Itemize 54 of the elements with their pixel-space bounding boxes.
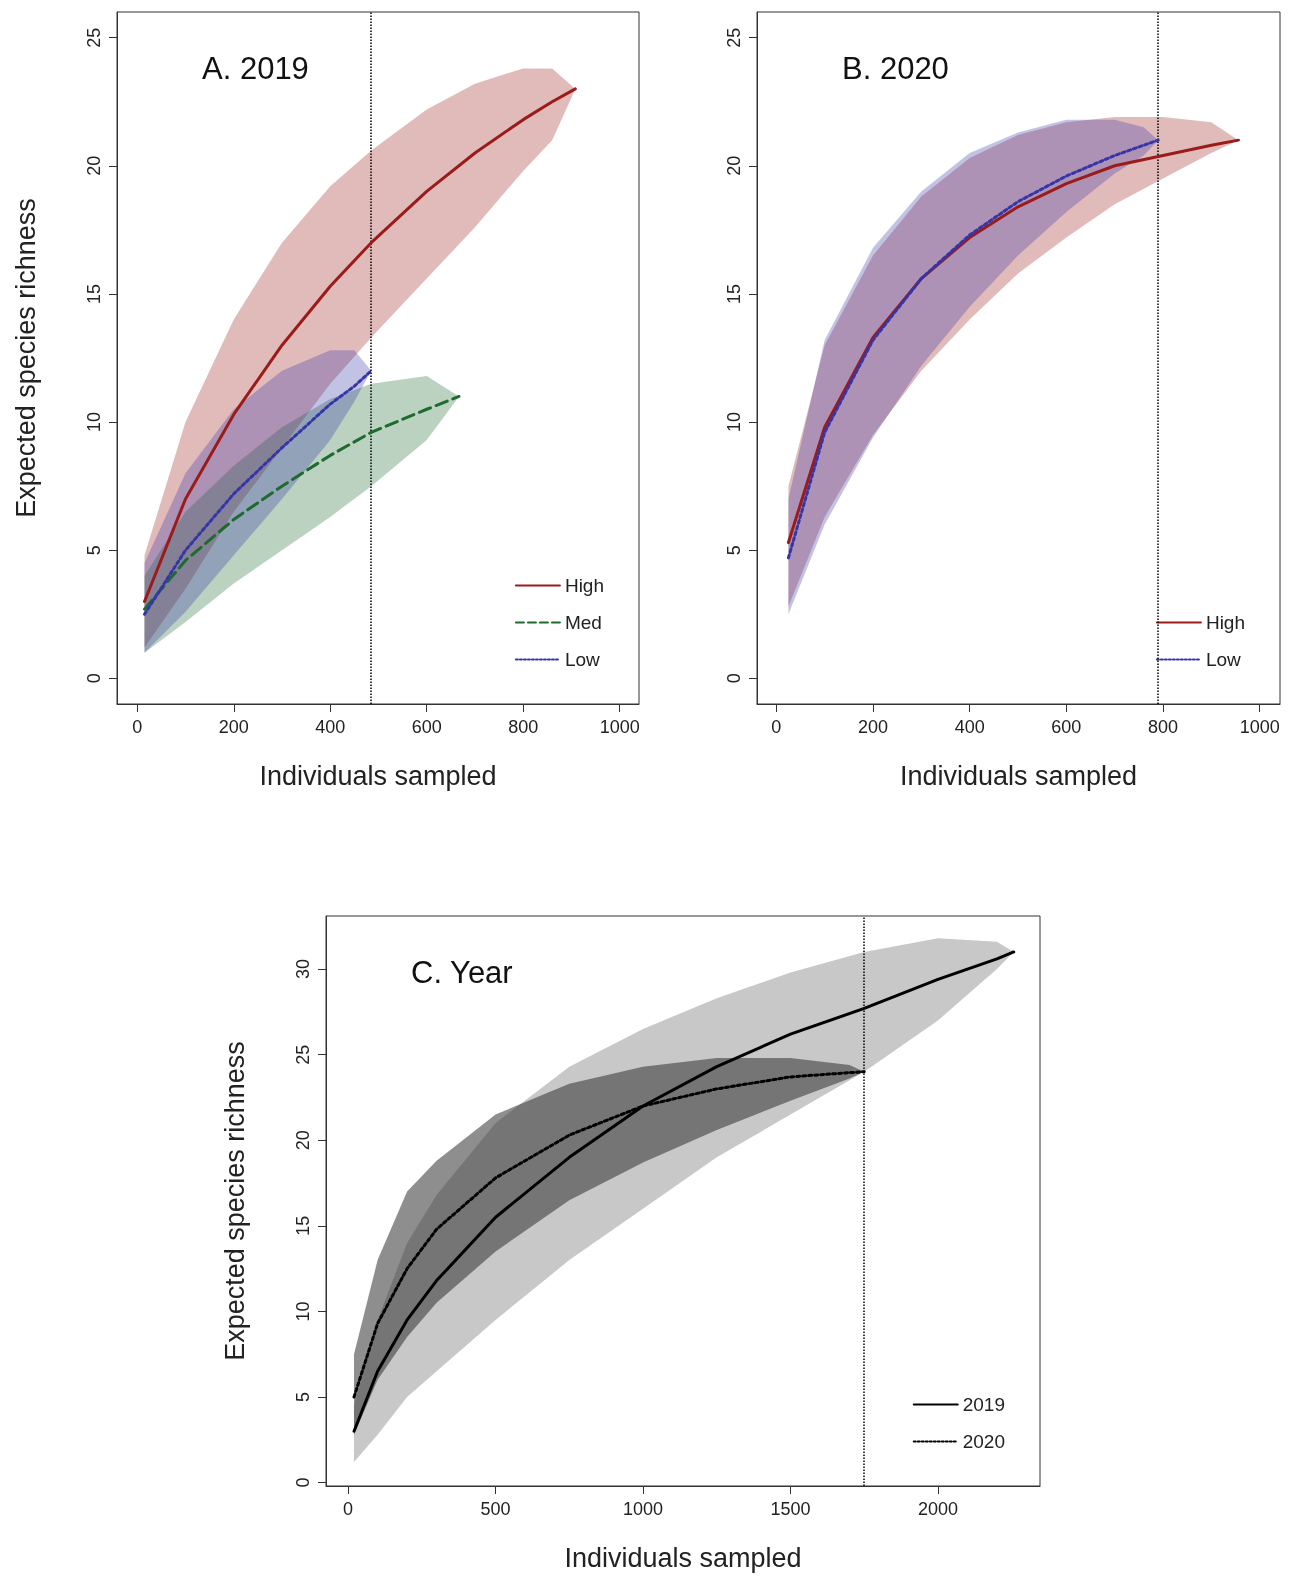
x-tick-label: 0	[771, 717, 782, 737]
x-axis-title: Individuals sampled	[564, 1542, 802, 1573]
y-tick-label: 15	[724, 283, 744, 304]
legend-label: High	[1205, 612, 1245, 633]
y-tick-label: 5	[724, 545, 744, 556]
x-tick-label: 1000	[623, 1499, 664, 1519]
legend-label: Med	[564, 612, 602, 633]
y-tick-label: 5	[84, 545, 104, 556]
x-tick-label: 0	[343, 1499, 354, 1519]
x-axis-title: Individuals sampled	[259, 760, 497, 791]
x-tick-label: 400	[954, 717, 985, 737]
x-tick-label: 1000	[599, 717, 640, 737]
legend-label: High	[564, 575, 604, 596]
y-tick-label: 25	[724, 27, 744, 48]
y-axis-title: Expected species richness	[219, 1041, 250, 1361]
legend-label: 2019	[962, 1394, 1006, 1415]
x-axis-title: Individuals sampled	[899, 760, 1138, 791]
x-tick-label: 2000	[917, 1499, 958, 1519]
x-tick-label: 600	[1051, 717, 1082, 737]
y-tick-label: 0	[84, 673, 104, 684]
x-tick-label: 800	[508, 717, 539, 737]
x-tick-label: 200	[218, 717, 249, 737]
y-tick-label: 10	[293, 1301, 313, 1322]
y-tick-label: 10	[84, 412, 104, 433]
y-tick-label: 10	[724, 412, 744, 433]
text: B. 2020	[842, 51, 949, 86]
line-series	[143, 394, 461, 611]
y-tick-label: 5	[293, 1391, 313, 1402]
y-tick-label: 15	[293, 1215, 313, 1236]
y-tick-label: 0	[293, 1477, 313, 1488]
x-tick-label: 800	[1148, 717, 1179, 737]
legend-label: Low	[1205, 649, 1242, 670]
y-tick-label: 20	[293, 1130, 313, 1151]
y-tick-label: 30	[293, 959, 313, 980]
x-tick-label: 0	[132, 717, 143, 737]
x-tick-label: 500	[480, 1499, 511, 1519]
x-tick-label: 200	[857, 717, 889, 737]
y-tick-label: 25	[293, 1044, 313, 1065]
line-series	[143, 369, 373, 616]
line-series	[786, 138, 1160, 560]
x-tick-label: 600	[411, 717, 442, 737]
legend-label: Low	[564, 649, 601, 670]
y-tick-label: 0	[724, 673, 744, 684]
x-tick-label: 1500	[770, 1499, 811, 1519]
x-tick-label: 1000	[1239, 717, 1280, 737]
legend-label: 2020	[962, 1431, 1006, 1452]
text: C. Year	[411, 955, 513, 990]
text: A. 2019	[202, 51, 309, 86]
y-axis-title: Expected species richness	[10, 198, 41, 518]
y-tick-label: 15	[84, 283, 104, 304]
y-tick-label: 20	[84, 155, 104, 176]
x-tick-label: 400	[315, 717, 346, 737]
y-tick-label: 20	[724, 155, 744, 176]
y-tick-label: 25	[84, 27, 104, 48]
